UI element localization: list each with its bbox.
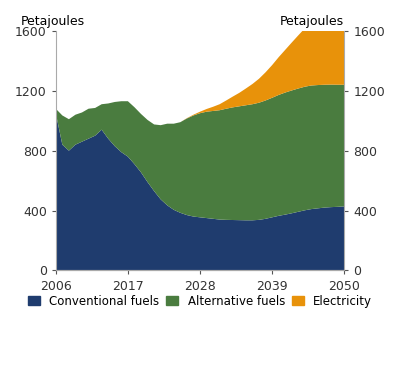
Text: Petajoules: Petajoules (21, 15, 85, 28)
Legend: Conventional fuels, Alternative fuels, Electricity: Conventional fuels, Alternative fuels, E… (23, 290, 377, 312)
Text: Petajoules: Petajoules (280, 15, 344, 28)
